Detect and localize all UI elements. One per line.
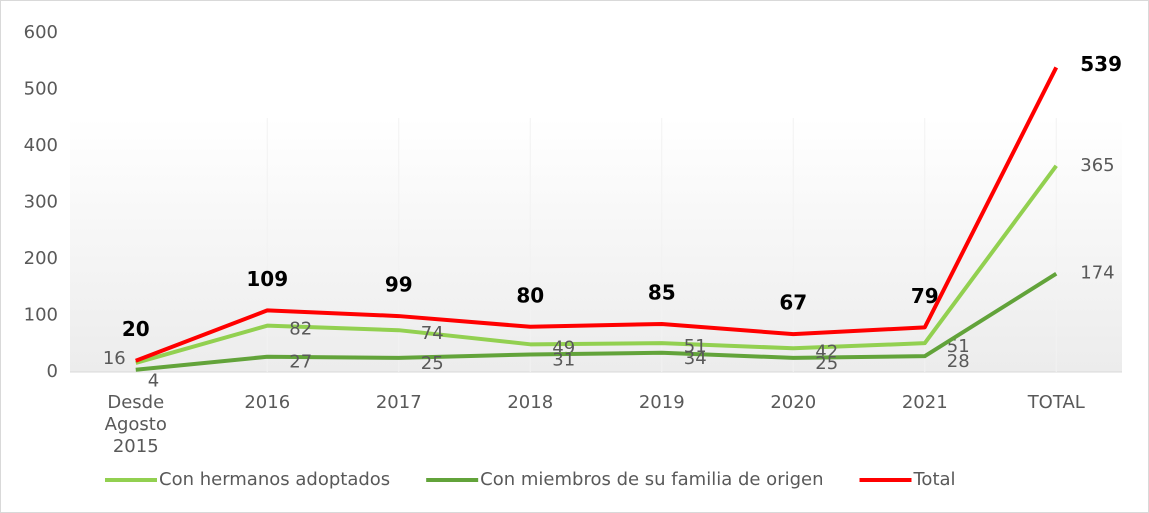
x-tick-label: 2016 xyxy=(244,392,291,413)
data-label: 25 xyxy=(421,353,444,374)
data-label: 109 xyxy=(246,267,288,291)
data-label: 74 xyxy=(421,323,444,344)
data-label: 80 xyxy=(516,283,544,307)
data-label: 539 xyxy=(1080,52,1122,76)
series-line xyxy=(135,271,1058,372)
y-tick-label: 400 xyxy=(24,135,58,156)
data-label: 365 xyxy=(1080,155,1114,176)
data-label: 20 xyxy=(122,317,150,341)
x-tick-label: 2019 xyxy=(638,392,685,413)
y-tick-label: 100 xyxy=(24,305,58,326)
series-line xyxy=(135,66,1059,363)
data-label: 34 xyxy=(684,348,707,369)
series-line xyxy=(135,164,1058,365)
data-label: 51 xyxy=(947,336,970,357)
data-label: 28 xyxy=(947,351,970,372)
x-tick-label: 2020 xyxy=(770,392,817,413)
data-label: 79 xyxy=(911,284,939,308)
x-tick-label: Desde Agosto 2015 xyxy=(104,392,167,457)
data-label: 31 xyxy=(552,349,575,370)
data-label: 27 xyxy=(289,352,312,373)
x-tick-label: 2021 xyxy=(901,392,948,413)
x-tick-label: 2017 xyxy=(375,392,422,413)
y-tick-label: 200 xyxy=(24,248,58,269)
data-label: 174 xyxy=(1080,263,1114,284)
x-tick-label: 2018 xyxy=(507,392,554,413)
data-label: 85 xyxy=(648,280,676,304)
plot-background xyxy=(70,118,1122,372)
data-label: 4 xyxy=(148,371,159,392)
y-tick-label: 0 xyxy=(47,361,58,382)
y-tick-label: 600 xyxy=(24,22,58,43)
legend-label: Total xyxy=(913,469,956,490)
data-label: 67 xyxy=(779,291,807,315)
data-label: 25 xyxy=(815,353,838,374)
data-label: 99 xyxy=(385,273,413,297)
y-tick-label: 300 xyxy=(24,192,58,213)
data-label: 82 xyxy=(289,319,312,340)
data-label: 16 xyxy=(103,348,126,369)
legend-label: Con hermanos adoptados xyxy=(159,469,390,490)
y-tick-label: 500 xyxy=(24,79,58,100)
legend-label: Con miembros de su familia de origen xyxy=(480,469,823,490)
x-tick-label: TOTAL xyxy=(1027,392,1085,413)
